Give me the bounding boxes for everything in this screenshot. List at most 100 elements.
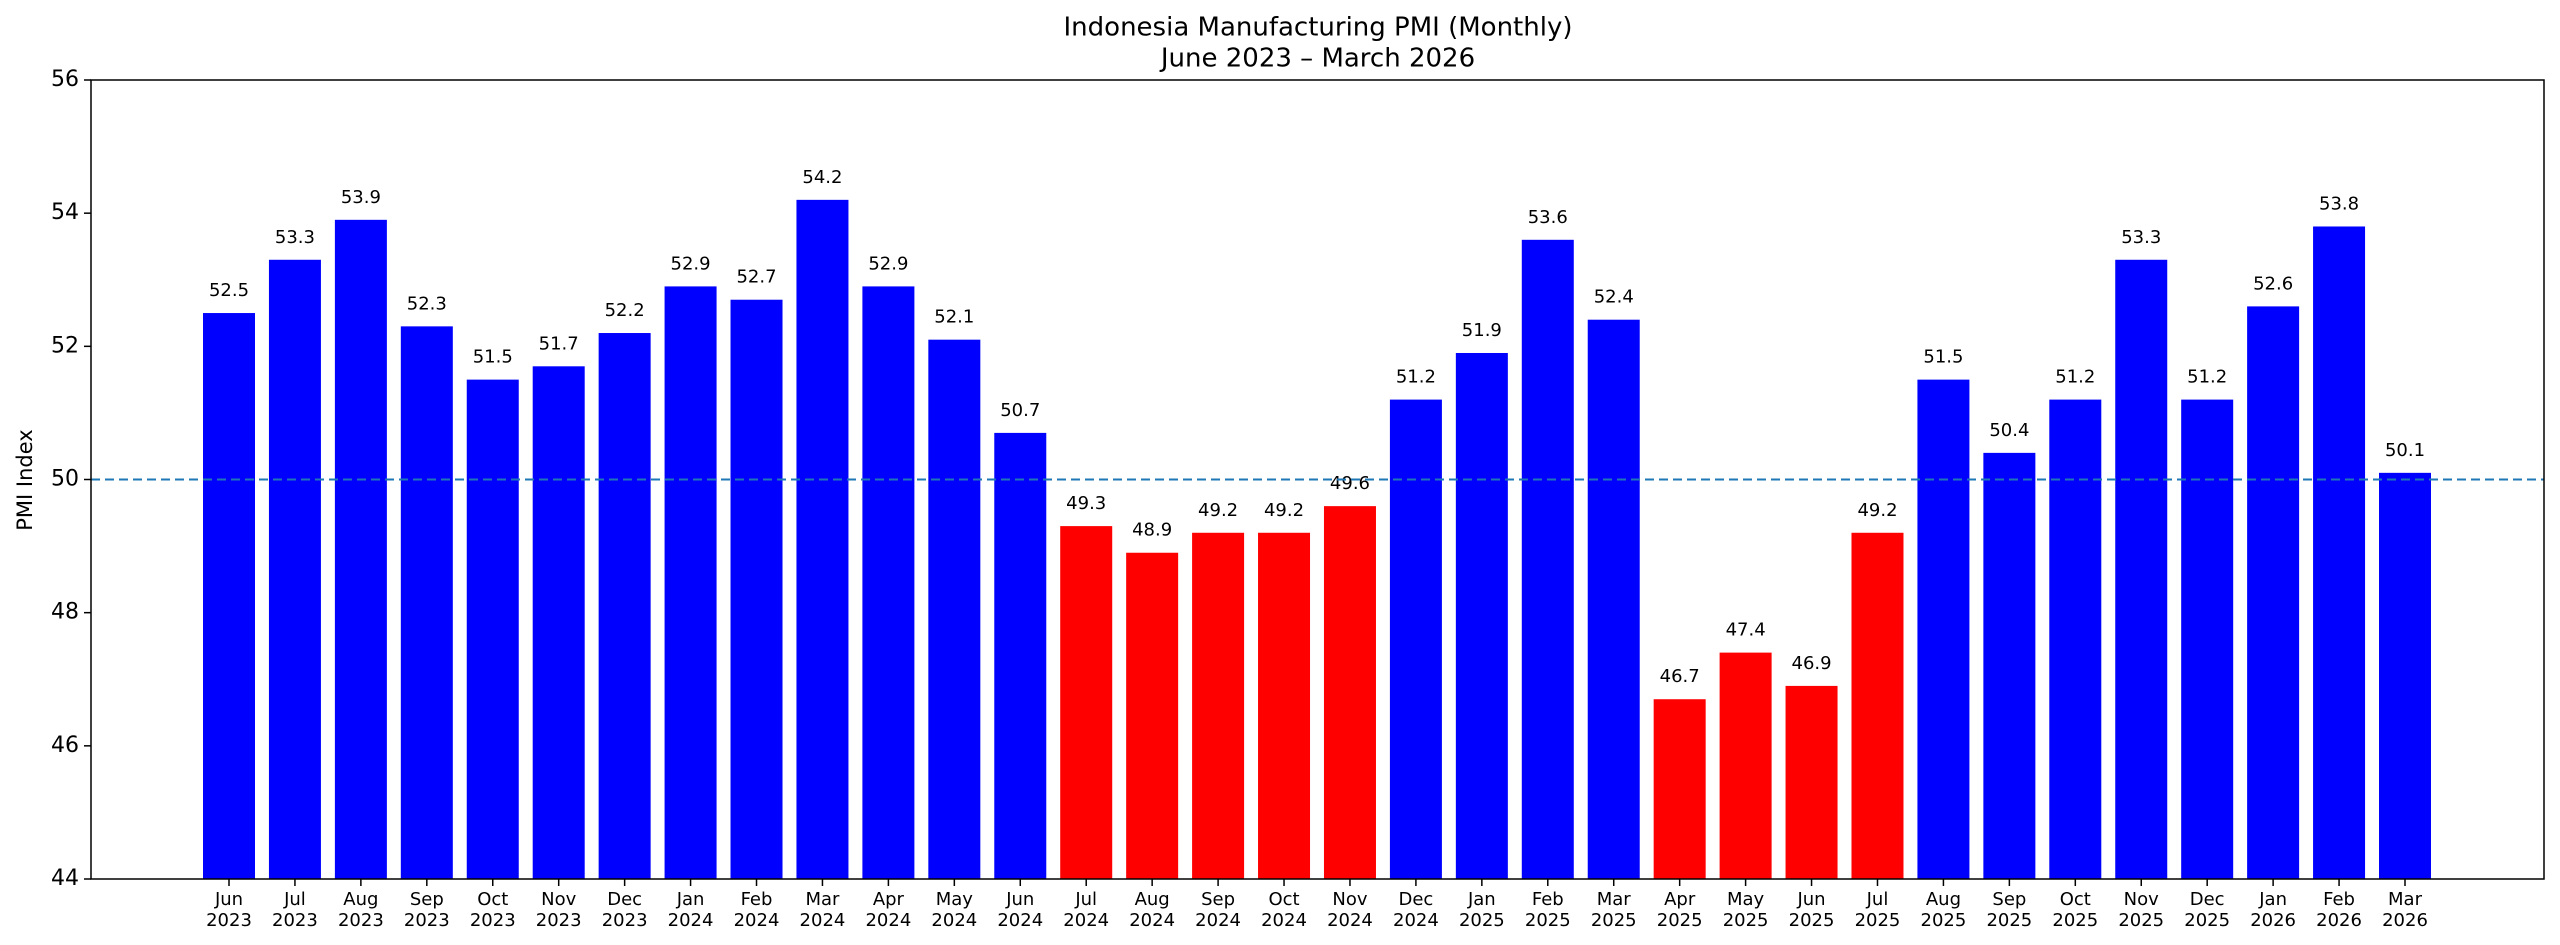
x-tick-label: Jul 2025	[1854, 889, 1901, 931]
y-tick-label: 48	[51, 600, 79, 625]
y-axis-label: PMI Index	[13, 429, 37, 530]
x-tick-label: Mar 2025	[1590, 889, 1637, 931]
bar	[1917, 379, 1970, 879]
y-tick-label: 52	[51, 333, 79, 358]
bar	[1389, 399, 1442, 879]
value-label: 46.9	[1792, 653, 1832, 674]
x-tick-label: Nov 2023	[535, 889, 582, 931]
value-label: 51.2	[1396, 367, 1436, 388]
value-label: 48.9	[1132, 520, 1172, 541]
bar	[334, 219, 387, 879]
x-tick-label: Jul 2023	[272, 889, 318, 931]
x-tick-label: Sep 2023	[403, 889, 450, 931]
value-label: 49.2	[1264, 500, 1304, 521]
bar	[466, 379, 519, 879]
x-tick-label: Feb 2026	[2316, 889, 2362, 931]
chart-subtitle: June 2023 – March 2026	[1159, 44, 1475, 74]
value-label: 54.2	[802, 167, 842, 188]
x-tick-label: Jan 2026	[2250, 889, 2297, 931]
bar	[1323, 506, 1376, 879]
value-label: 53.8	[2319, 193, 2359, 214]
value-label: 50.4	[1989, 420, 2029, 441]
bar	[203, 313, 255, 880]
bar	[862, 286, 915, 879]
value-label: 51.9	[1462, 320, 1502, 341]
value-label: 53.6	[1528, 207, 1568, 228]
x-tick-label: Jun 2025	[1788, 889, 1835, 931]
value-label: 52.2	[605, 300, 645, 321]
y-tick-label: 50	[51, 467, 79, 492]
bar	[598, 333, 651, 879]
x-tick-label: Aug 2025	[1920, 889, 1967, 931]
bar	[2379, 472, 2431, 879]
chart-title: Indonesia Manufacturing PMI (Monthly)	[1064, 13, 1573, 43]
x-tick-label: Mar 2024	[799, 889, 846, 931]
x-tick-label: Aug 2024	[1129, 889, 1176, 931]
x-tick-label: Sep 2025	[1986, 889, 2033, 931]
value-label: 46.7	[1660, 666, 1700, 687]
y-tick-label: 56	[51, 67, 79, 92]
x-tick-label: Apr 2025	[1656, 889, 1703, 931]
x-tick-label: Dec 2025	[2184, 889, 2231, 931]
value-label: 53.3	[2121, 227, 2161, 248]
bar	[994, 432, 1047, 879]
plot-frame	[90, 79, 2545, 880]
y-tick-label: 46	[51, 733, 79, 758]
value-label: 52.1	[934, 307, 974, 328]
bar	[796, 199, 849, 880]
x-tick-label: Feb 2024	[733, 889, 780, 931]
bar	[2049, 399, 2102, 879]
x-tick-label: Feb 2025	[1524, 889, 1571, 931]
value-label: 53.3	[275, 227, 315, 248]
bar	[268, 259, 321, 879]
bar	[1455, 352, 1508, 879]
x-tick-label: May 2024	[931, 889, 978, 931]
bar	[1653, 699, 1706, 879]
value-label: 50.1	[2385, 440, 2425, 461]
bar	[400, 326, 453, 879]
x-tick-label: Dec 2023	[601, 889, 648, 931]
x-tick-label: Sep 2024	[1195, 889, 1241, 931]
x-tick-label: Jan 2024	[667, 889, 714, 931]
value-label: 52.5	[209, 280, 249, 301]
value-label: 52.7	[736, 267, 776, 288]
y-tick-label: 44	[51, 866, 79, 891]
value-label: 49.3	[1066, 493, 1106, 514]
x-tick-label: Jul 2024	[1063, 889, 1110, 931]
bar	[730, 299, 783, 880]
x-tick-label: May 2025	[1722, 889, 1769, 931]
bar	[1258, 532, 1311, 879]
x-tick-label: Oct 2025	[2052, 889, 2099, 931]
bar	[532, 366, 585, 879]
x-tick-label: Jun 2023	[206, 889, 252, 931]
value-label: 49.6	[1330, 473, 1370, 494]
bar	[1785, 685, 1838, 879]
x-tick-label: Nov 2025	[2118, 889, 2165, 931]
value-label: 49.2	[1857, 500, 1897, 521]
value-label: 51.2	[2055, 367, 2095, 388]
value-label: 51.5	[1923, 347, 1963, 368]
value-label: 53.9	[341, 187, 381, 208]
x-tick-label: Aug 2023	[337, 889, 384, 931]
x-tick-label: Mar 2026	[2382, 889, 2428, 931]
y-tick-label: 54	[51, 200, 79, 225]
x-tick-label: Oct 2023	[469, 889, 516, 931]
bar	[1587, 319, 1640, 879]
bar	[1983, 452, 2036, 879]
bar	[1192, 532, 1245, 879]
bar	[1851, 532, 1904, 879]
value-label: 50.7	[1000, 400, 1040, 421]
value-label: 51.2	[2187, 367, 2227, 388]
x-tick-label: Nov 2024	[1327, 889, 1373, 931]
x-tick-label: Oct 2024	[1261, 889, 1307, 931]
value-label: 47.4	[1726, 620, 1766, 641]
value-label: 52.4	[1594, 287, 1634, 308]
value-label: 52.9	[868, 253, 908, 274]
value-label: 51.5	[473, 347, 513, 368]
value-label: 52.3	[407, 293, 447, 314]
bar	[2247, 306, 2300, 880]
bar	[2181, 399, 2234, 879]
value-label: 52.9	[671, 253, 711, 274]
